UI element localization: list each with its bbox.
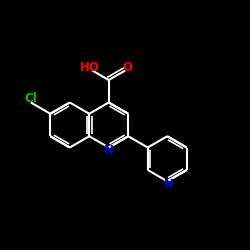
Text: O: O <box>123 62 133 74</box>
Text: Cl: Cl <box>24 92 37 105</box>
Text: N: N <box>104 144 114 157</box>
Text: HO: HO <box>80 62 100 74</box>
Text: N: N <box>164 178 173 191</box>
